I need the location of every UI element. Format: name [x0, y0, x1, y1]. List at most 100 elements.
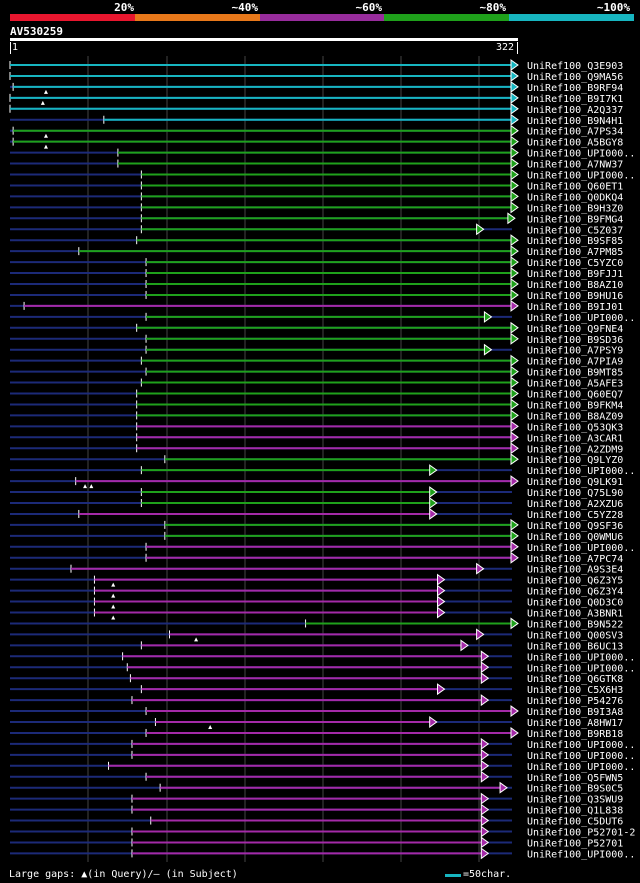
hit-end-arrow [510, 267, 519, 280]
hit-name-label: UniRef100_B9H3Z0 [527, 203, 623, 214]
hit-end-arrow [510, 234, 519, 247]
hit-name-label: UniRef100_Q6Z3Y4 [527, 587, 623, 598]
legend-label: ~80% [479, 1, 507, 14]
hit-end-arrow [510, 365, 519, 378]
hit-end-arrow [480, 748, 490, 761]
hit-name-label: UniRef100_B9HU16 [527, 291, 623, 302]
hit-end-arrow [510, 278, 519, 290]
hit-name-label: UniRef100_UPI000.. [527, 762, 635, 773]
hit-name-label: UniRef100_B8AZ10 [527, 280, 623, 291]
legend-swatch [509, 14, 634, 21]
query-gap-marker [111, 615, 116, 620]
hit-end-arrow [480, 759, 490, 772]
hit-name-label: UniRef100_Q0WMU6 [527, 532, 623, 543]
hit-name-label: UniRef100_Q53QK3 [527, 422, 623, 433]
hit-end-arrow [510, 354, 519, 367]
hit-end-arrow [510, 321, 519, 334]
hit-end-arrow [436, 683, 446, 696]
query-gap-marker [83, 484, 88, 489]
legend-swatch [384, 14, 510, 21]
hit-end-arrow [510, 332, 519, 345]
hit-name-label: UniRef100_B9N522 [527, 619, 623, 630]
hit-end-arrow [429, 464, 438, 477]
hit-end-arrow [460, 639, 469, 652]
legend-label: ~60% [355, 1, 383, 14]
query-gap-marker [43, 133, 48, 138]
hit-end-arrow [436, 595, 446, 608]
hit-end-arrow [476, 223, 485, 236]
hit-name-label: UniRef100_UPI000.. [527, 849, 635, 860]
hit-name-label: UniRef100_P54276 [527, 696, 623, 707]
hit-end-arrow [510, 59, 519, 71]
hit-name-label: UniRef100_UPI000.. [527, 543, 635, 554]
hit-name-label: UniRef100_B9N4H1 [527, 116, 623, 127]
hit-name-label: UniRef100_B9SF85 [527, 236, 623, 247]
hit-end-arrow [480, 825, 490, 838]
hit-name-label: UniRef100_B9MT85 [527, 368, 623, 379]
ruler-end-label: 322 [496, 42, 515, 53]
hit-end-arrow [436, 573, 446, 586]
hit-end-arrow [510, 135, 519, 148]
hit-end-arrow [510, 420, 519, 433]
hit-name-label: UniRef100_Q60EQ7 [527, 390, 623, 401]
hit-end-arrow [480, 803, 490, 816]
hit-end-arrow [510, 398, 519, 411]
query-gap-marker [40, 100, 45, 105]
hit-end-arrow [480, 847, 490, 860]
query-gap-icon: ▲ [81, 869, 88, 880]
hit-end-arrow [510, 288, 519, 301]
hit-name-label: UniRef100_A5BGY8 [527, 138, 623, 149]
legend-swatch [259, 14, 385, 21]
hit-end-arrow [510, 617, 519, 630]
hit-name-label: UniRef100_B8AZ09 [527, 411, 623, 422]
query-gap-marker [43, 144, 48, 149]
legend-label: 20% [114, 1, 134, 14]
hit-end-arrow [510, 409, 519, 422]
query-bar [10, 38, 518, 41]
hit-end-arrow [429, 716, 438, 728]
hit-name-label: UniRef100_UPI000.. [527, 751, 635, 762]
hit-name-label: UniRef100_C5X6H3 [527, 685, 623, 696]
hit-end-arrow [476, 562, 485, 575]
query-gap-marker [111, 593, 116, 598]
hit-name-label: UniRef100_A5AFE3 [527, 379, 623, 390]
hit-name-label: UniRef100_Q3E903 [527, 61, 623, 72]
scale-bar [445, 874, 461, 877]
hit-name-label: UniRef100_Q00SV3 [527, 630, 623, 641]
query-gap-marker [89, 484, 94, 489]
hit-end-arrow [510, 201, 519, 214]
footer-gaps-label: Large gaps: [9, 869, 76, 880]
hit-name-label: UniRef100_Q3SWU9 [527, 795, 623, 806]
query-gap-marker [111, 582, 116, 587]
hit-name-label: UniRef100_UPI000.. [527, 740, 635, 751]
hit-name-label: UniRef100_Q75L90 [527, 488, 623, 499]
hit-name-label: UniRef100_B9S0C5 [527, 784, 623, 795]
hit-end-arrow [480, 792, 490, 805]
hit-name-label: UniRef100_Q9MA56 [527, 72, 623, 83]
hit-name-label: UniRef100_B9IJ01 [527, 302, 623, 313]
footer-query-gap-text: (in Query)/– (in Subject) [87, 869, 238, 880]
query-gap-marker [194, 637, 199, 642]
hit-end-arrow [480, 814, 490, 827]
hit-end-arrow [510, 726, 519, 739]
hit-end-arrow [510, 475, 519, 488]
query-gap-marker [43, 89, 48, 94]
hit-name-label: UniRef100_C5YZC0 [527, 258, 623, 269]
hit-end-arrow [510, 124, 519, 137]
hit-end-arrow [476, 628, 485, 641]
hit-end-arrow [510, 80, 519, 93]
hit-end-arrow [483, 310, 493, 323]
hit-end-arrow [480, 694, 490, 707]
hit-end-arrow [480, 836, 490, 849]
hit-name-label: UniRef100_A2XZU6 [527, 499, 623, 510]
hit-name-label: UniRef100_UPI000.. [527, 652, 635, 663]
hit-name-label: UniRef100_A7PC74 [527, 554, 623, 565]
hit-name-label: UniRef100_A7PS34 [527, 127, 623, 138]
hit-end-arrow [429, 507, 438, 520]
hit-name-label: UniRef100_C5Z037 [527, 225, 623, 236]
hit-name-label: UniRef100_Q60ET1 [527, 181, 623, 192]
hit-end-arrow [510, 69, 519, 82]
hit-end-arrow [510, 102, 519, 115]
hit-name-label: UniRef100_A7PM85 [527, 247, 623, 258]
hit-name-label: UniRef100_UPI000.. [527, 663, 635, 674]
